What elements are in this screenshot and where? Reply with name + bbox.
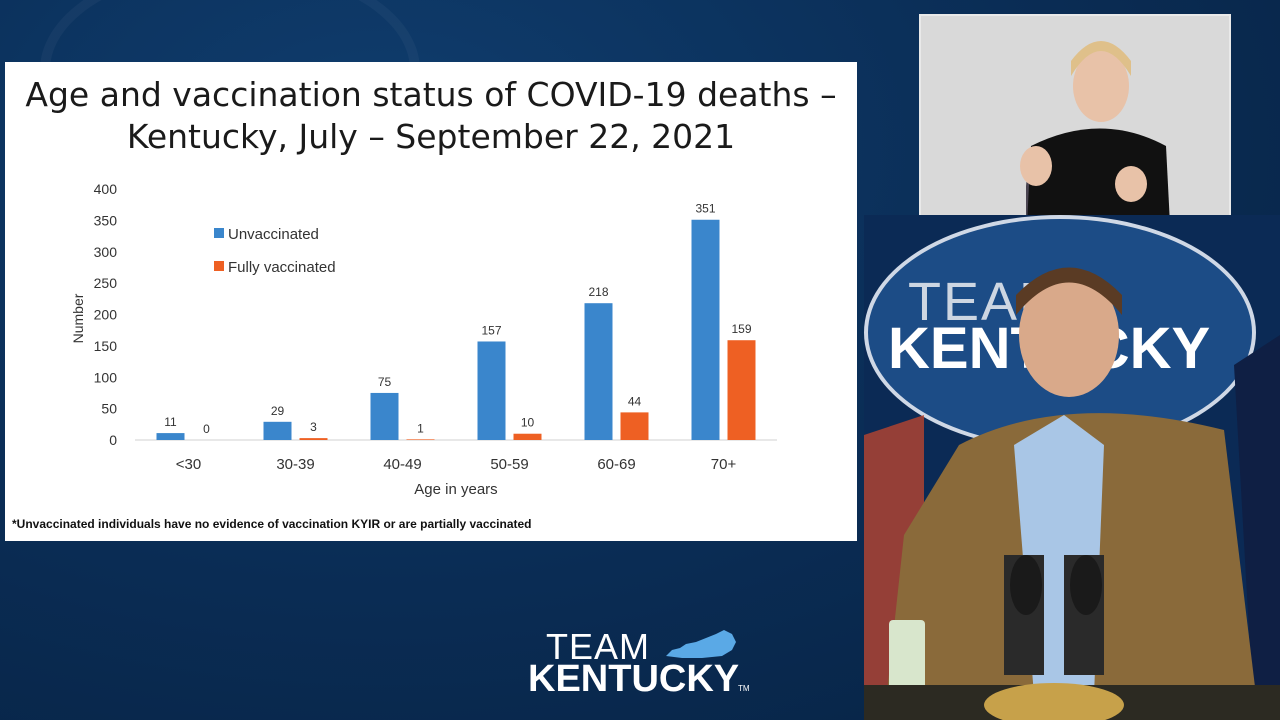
data-label: 75 bbox=[378, 375, 392, 389]
x-tick-label: <30 bbox=[176, 456, 201, 473]
slide-title: Age and vaccination status of COVID-19 d… bbox=[5, 74, 857, 158]
bar-unvaccinated bbox=[263, 421, 292, 440]
data-label: 159 bbox=[731, 322, 751, 336]
speaker-video: TEAM KENTUCKY bbox=[864, 215, 1280, 720]
y-axis-label: Number bbox=[70, 293, 86, 343]
x-tick-label: 30-39 bbox=[276, 456, 314, 473]
bar-unvaccinated bbox=[156, 433, 185, 440]
bar-fully-vaccinated bbox=[513, 433, 542, 440]
y-tick-label: 350 bbox=[94, 212, 118, 228]
data-label: 3 bbox=[310, 420, 317, 434]
kentucky-state-icon bbox=[666, 630, 736, 658]
bar-fully-vaccinated bbox=[727, 340, 756, 440]
data-label: 157 bbox=[481, 323, 501, 337]
data-label: 44 bbox=[628, 394, 642, 408]
y-tick-label: 150 bbox=[94, 338, 118, 354]
y-tick-label: 400 bbox=[94, 181, 118, 197]
bar-fully-vaccinated bbox=[299, 438, 328, 440]
x-tick-label: 40-49 bbox=[383, 456, 421, 473]
logo-team-text: TEAM bbox=[546, 626, 651, 667]
data-label: 351 bbox=[695, 202, 715, 216]
logo-trademark: TM bbox=[738, 684, 750, 693]
data-label: 1 bbox=[417, 421, 424, 435]
y-tick-label: 0 bbox=[109, 432, 117, 448]
interpreter-video-inset bbox=[919, 14, 1231, 242]
x-tick-label: 70+ bbox=[711, 456, 737, 473]
data-label: 29 bbox=[271, 404, 285, 418]
bar-fully-vaccinated bbox=[406, 439, 435, 440]
x-tick-label: 50-59 bbox=[490, 456, 528, 473]
presentation-slide: Age and vaccination status of COVID-19 d… bbox=[5, 62, 857, 541]
y-tick-label: 100 bbox=[94, 369, 118, 385]
bar-unvaccinated bbox=[691, 219, 720, 440]
data-label: 11 bbox=[164, 415, 177, 429]
bar-unvaccinated bbox=[370, 392, 399, 440]
y-tick-label: 300 bbox=[94, 244, 118, 260]
slide-footnote: *Unvaccinated individuals have no eviden… bbox=[12, 517, 532, 531]
data-label: 218 bbox=[588, 285, 608, 299]
team-kentucky-logo: TEAM KENTUCKY TM bbox=[526, 626, 756, 700]
x-tick-label: 60-69 bbox=[597, 456, 635, 473]
legend-swatch bbox=[214, 261, 224, 271]
y-tick-label: 250 bbox=[94, 275, 118, 291]
legend-swatch bbox=[214, 228, 224, 238]
y-tick-label: 200 bbox=[94, 307, 118, 323]
slide-title-line-2: Kentucky, July – September 22, 2021 bbox=[126, 117, 736, 156]
legend-label: Unvaccinated bbox=[228, 226, 319, 243]
slide-title-line-1: Age and vaccination status of COVID-19 d… bbox=[25, 75, 837, 114]
data-label: 0 bbox=[203, 422, 210, 436]
bar-fully-vaccinated bbox=[620, 412, 649, 440]
logo-kentucky-text: KENTUCKY bbox=[528, 658, 740, 700]
y-tick-label: 50 bbox=[101, 401, 117, 417]
x-axis-label: Age in years bbox=[414, 481, 497, 498]
bar-unvaccinated bbox=[584, 303, 613, 440]
bar-unvaccinated bbox=[477, 341, 506, 440]
data-label: 10 bbox=[521, 416, 535, 430]
interpreter-figure bbox=[921, 16, 1229, 240]
legend-label: Fully vaccinated bbox=[228, 259, 336, 276]
speaker-figure bbox=[864, 267, 1280, 720]
